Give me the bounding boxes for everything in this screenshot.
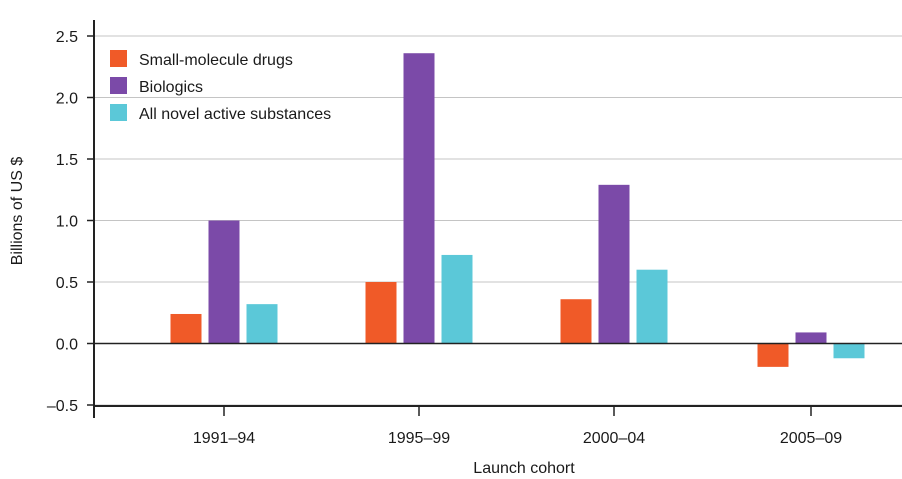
x-tick-label: 1995–99: [388, 430, 450, 447]
legend-swatch: [110, 104, 127, 121]
x-axis-title: Launch cohort: [473, 460, 575, 477]
legend: Small-molecule drugs Biologics All novel a…: [110, 50, 331, 123]
bar: [757, 343, 789, 367]
bar: [246, 304, 278, 344]
legend-label: Biologics: [139, 79, 203, 96]
legend-label: All novel active substances: [139, 106, 331, 123]
legend-swatch: [110, 50, 127, 67]
bar: [636, 269, 668, 344]
y-tick-label: 0.0: [56, 337, 78, 354]
bar: [560, 299, 592, 344]
bar: [403, 53, 435, 344]
bar: [795, 332, 827, 344]
x-tick-label: 1991–94: [193, 430, 255, 447]
bar: [598, 184, 630, 344]
bar: [833, 343, 865, 359]
y-tick-label: –0.5: [47, 398, 78, 415]
y-tick-label: 0.5: [56, 275, 78, 292]
y-tick-labels: 2.5 2.0 1.5 1.0 0.5 0.0 –0.5: [47, 29, 78, 415]
legend-swatch: [110, 77, 127, 94]
bar: [365, 282, 397, 344]
y-tick-label: 1.0: [56, 214, 78, 231]
legend-label: Small-molecule drugs: [139, 52, 293, 69]
bar: [208, 220, 240, 344]
x-tick-labels: 1991–94 1995–99 2000–04 2005–09: [193, 430, 842, 447]
axes: [87, 20, 902, 418]
bar: [170, 313, 202, 344]
bar: [441, 254, 473, 344]
x-tick-label: 2005–09: [780, 430, 842, 447]
y-tick-label: 2.5: [56, 29, 78, 46]
y-tick-label: 2.0: [56, 91, 78, 108]
y-tick-label: 1.5: [56, 152, 78, 169]
bars: [170, 53, 865, 367]
x-tick-label: 2000–04: [583, 430, 645, 447]
y-axis-title: Billions of US $: [9, 157, 26, 266]
